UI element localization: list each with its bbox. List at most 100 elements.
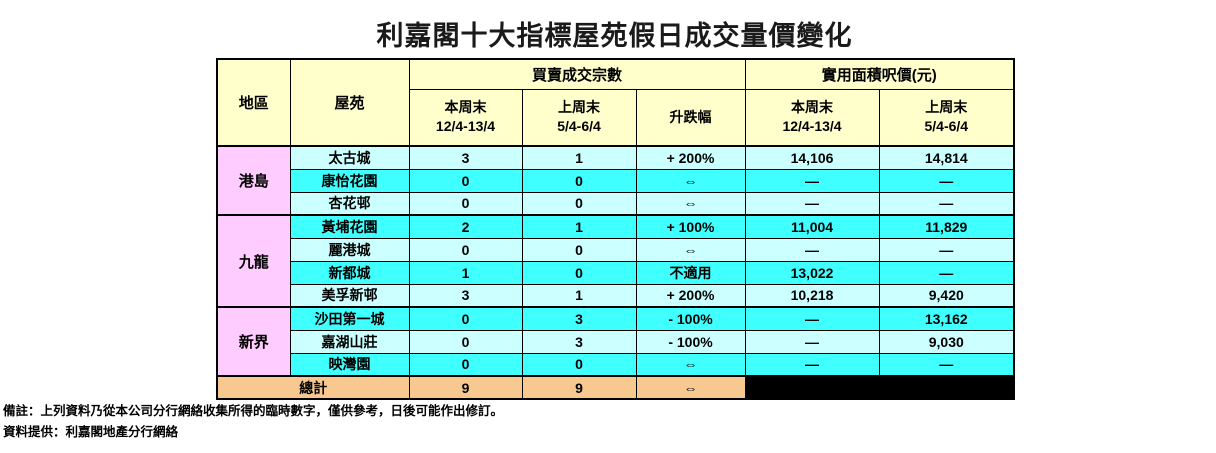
price-last-weekend-cell: — [878,260,1015,285]
estate-cell: 黃埔花園 [289,214,410,239]
change-cell: ⇔ [635,237,746,262]
col-header-price-last-weekend: 上周末 5/4-6/4 [878,88,1015,147]
price-last-weekend-cell: — [878,352,1015,377]
price-this-weekend-cell: — [744,191,880,216]
total-row: 總計 9 9 ⇔ [216,375,1015,400]
col-header-change: 升跌幅 [635,88,746,147]
table-row: 康怡花園 0 0 ⇔ — — [217,168,1015,193]
change-cell: ⇔ [635,352,746,377]
price-this-weekend-cell: 11,004 [744,214,880,239]
period-label: 本周末 [791,99,834,116]
change-cell: + 100% [635,214,746,239]
price-this-weekend-cell: — [744,352,880,377]
group-header-price: 實用面積呎價(元) [744,58,1015,90]
count-last-weekend-cell: 1 [521,283,637,308]
price-this-weekend-cell: — [744,329,880,354]
col-header-region: 地區 [216,58,291,147]
header-row-periods: 本周末 12/4-13/4 上周末 5/4-6/4 升跌幅 本周末 12/4-1… [217,88,1015,147]
period-label: 上周末 [558,99,600,116]
group-header-transactions: 買賣成交宗數 [408,58,746,90]
price-last-weekend-cell: 13,162 [878,306,1015,331]
region-cell: 新界 [216,306,291,377]
table-footer: 總計 9 9 ⇔ [216,375,1015,400]
count-this-weekend-cell: 2 [408,214,523,239]
estate-cell: 美孚新邨 [289,283,410,308]
table-header: 地區 屋苑 買賣成交宗數 實用面積呎價(元) 本周末 12/4-13/4 上周末… [216,58,1015,147]
period-label: 上周末 [925,99,968,116]
price-last-weekend-cell: 11,829 [878,214,1015,239]
total-label: 總計 [216,375,410,400]
total-change: ⇔ [635,375,746,400]
total-price-blank [744,375,1015,400]
change-cell: - 100% [635,306,746,331]
change-cell: + 200% [635,283,746,308]
table-row: 嘉湖山莊 0 3- 100% —9,030 [217,329,1015,354]
period-dates: 5/4-6/4 [557,118,601,135]
count-last-weekend-cell: 1 [521,145,637,170]
change-cell: 不適用 [635,260,746,285]
total-count-last-weekend: 9 [521,375,637,400]
table-row: 映灣園 0 0 ⇔ — — [217,352,1015,377]
table-row: 新界 沙田第一城 0 3- 100% —13,162 [216,306,1015,377]
count-last-weekend-cell: 1 [521,214,637,239]
price-this-weekend-cell: — [744,306,880,331]
estate-cell: 杏花邨 [289,191,410,216]
col-header-count-last-weekend: 上周末 5/4-6/4 [521,88,637,147]
header-row-groups: 地區 屋苑 買賣成交宗數 實用面積呎價(元) [216,58,1015,147]
count-this-weekend-cell: 0 [408,306,523,331]
region-cell: 九龍 [216,214,291,308]
estate-cell: 太古城 [289,145,410,170]
period-label: 本周末 [444,99,487,116]
price-this-weekend-cell: 10,218 [744,283,880,308]
col-header-estate: 屋苑 [289,58,410,147]
table-row: 九龍 黃埔花園 2 1 + 100% 11,004 11,829 [216,214,1015,308]
table-row: 杏花邨 0 0 ⇔ — — [217,191,1015,216]
change-cell: ⇔ [635,191,746,216]
count-this-weekend-cell: 0 [408,329,523,354]
period-dates: 12/4-13/4 [435,118,496,135]
price-last-weekend-cell: — [878,168,1015,193]
count-last-weekend-cell: 0 [521,260,637,285]
price-last-weekend-cell: 14,814 [878,145,1015,170]
page-title: 利嘉閣十大指標屋苑假日成交量價變化 [376,21,853,51]
count-this-weekend-cell: 3 [408,283,523,308]
table-body: 港島 太古城 3 1 + 200% 14,106 14,814 康怡花園 0 0 ⇔ — — 杏花邨 0 0 ⇔… [216,145,1015,377]
count-last-weekend-cell: 0 [521,237,637,262]
estate-cell: 新都城 [289,260,410,285]
footnotes: 備註：上列資料乃從本公司分行網絡收集所得的臨時數字，僅供參考，日後可能作出修訂。… [3,401,503,443]
table-row: 港島 太古城 3 1 + 200% 14,106 14,814 [216,145,1015,216]
table-row: 新都城 1 0 不適用 13,022— [217,260,1015,285]
col-header-count-this-weekend: 本周末 12/4-13/4 [408,88,523,147]
count-this-weekend-cell: 0 [408,168,523,193]
change-cell: ⇔ [635,168,746,193]
estate-cell: 嘉湖山莊 [289,329,410,354]
count-this-weekend-cell: 0 [408,191,523,216]
change-cell: - 100% [635,329,746,354]
price-last-weekend-cell: — [878,237,1015,262]
count-this-weekend-cell: 3 [408,145,523,170]
count-last-weekend-cell: 0 [521,352,637,377]
count-this-weekend-cell: 0 [408,352,523,377]
footnote-remark: 備註：上列資料乃從本公司分行網絡收集所得的臨時數字，僅供參考，日後可能作出修訂。 [3,404,504,418]
table-row: 美孚新邨 3 1 + 200% 10,218 9,420 [217,283,1015,308]
price-this-weekend-cell: 13,022 [744,260,880,285]
period-dates: 12/4-13/4 [782,118,842,135]
price-this-weekend-cell: 14,106 [744,145,880,170]
price-this-weekend-cell: — [744,168,880,193]
region-cell: 港島 [216,145,291,216]
col-header-price-this-weekend: 本周末 12/4-13/4 [744,88,880,147]
count-this-weekend-cell: 0 [408,237,523,262]
total-count-this-weekend: 9 [408,375,523,400]
estate-cell: 沙田第一城 [289,306,410,331]
change-cell: + 200% [635,145,746,170]
count-last-weekend-cell: 3 [521,329,637,354]
price-last-weekend-cell: 9,030 [878,329,1015,354]
count-last-weekend-cell: 0 [521,191,637,216]
count-last-weekend-cell: 3 [521,306,637,331]
estates-table: 地區 屋苑 買賣成交宗數 實用面積呎價(元) 本周末 12/4-13/4 上周末… [216,58,1016,400]
estate-cell: 麗港城 [289,237,410,262]
count-this-weekend-cell: 1 [408,260,523,285]
estate-cell: 康怡花園 [289,168,410,193]
price-last-weekend-cell: 9,420 [878,283,1015,308]
count-last-weekend-cell: 0 [521,168,637,193]
